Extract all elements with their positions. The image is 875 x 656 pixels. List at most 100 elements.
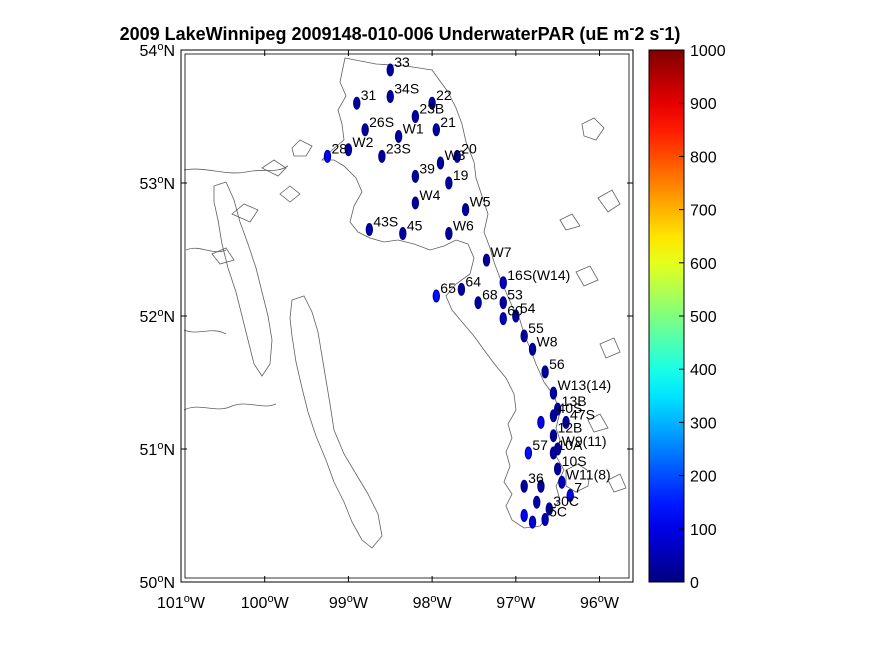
station-marker-9 — [344, 143, 353, 157]
station-label-37: W9(11) — [562, 433, 607, 449]
station-label-10: 23S — [386, 140, 411, 156]
station-label-21: 16S(W14) — [507, 267, 570, 283]
station-marker-46 — [533, 495, 541, 509]
station-label-38: 57 — [532, 437, 548, 453]
station-label-15: W4 — [419, 187, 440, 203]
lake-manitoba-outline — [289, 295, 383, 549]
west-rivers — [183, 165, 289, 411]
colorbar-tick-label-5: 500 — [690, 309, 717, 326]
station-marker-5 — [361, 123, 369, 137]
station-label-12: 20 — [461, 140, 477, 156]
station-label-33: 40S — [557, 400, 582, 416]
station-label-42: 36 — [528, 470, 544, 486]
station-label-36: 12B — [557, 420, 582, 436]
colorbar: 0 100 200 300 400 500 600 700 800 900 1000 — [648, 43, 726, 592]
station-marker-24 — [474, 296, 482, 310]
station-marker-1 — [353, 96, 361, 110]
station-label-41: W11(8) — [566, 466, 611, 482]
station-label-7: 21 — [440, 114, 456, 130]
station-label-1: 31 — [361, 87, 377, 103]
station-marker-13 — [411, 169, 420, 183]
station-label-9: W2 — [352, 134, 373, 150]
station-marker-36 — [549, 429, 558, 443]
station-label-44: 7 — [574, 480, 582, 496]
station-marker-3 — [428, 96, 436, 110]
station-marker-47 — [520, 509, 528, 522]
colorbar-tick-label-10: 1000 — [690, 43, 726, 60]
x-tick-label-2: 99oW — [329, 593, 369, 612]
station-label-30: 56 — [549, 356, 565, 372]
colorbar-tick-label-1: 100 — [690, 522, 717, 539]
colorbar-tick-label-2: 200 — [690, 469, 717, 486]
y-tick-label-2: 52oN — [140, 307, 175, 326]
station-label-14: 19 — [453, 167, 469, 183]
station-marker-43 — [537, 479, 545, 493]
station-marker-16 — [461, 203, 470, 217]
station-label-13: 39 — [419, 160, 435, 176]
colorbar-tick-label-3: 300 — [690, 415, 717, 432]
station-marker-28 — [520, 329, 528, 343]
station-marker-27 — [512, 309, 520, 323]
station-marker-17 — [365, 223, 374, 237]
station-marker-49 — [528, 515, 537, 529]
colorbar-tick-label-9: 900 — [690, 96, 717, 113]
station-label-27: 54 — [520, 300, 536, 316]
station-marker-22 — [432, 289, 440, 303]
station-marker-35 — [537, 415, 545, 429]
station-marker-0 — [386, 63, 394, 77]
lake-winnipegosis-outline — [213, 181, 273, 377]
station-marker-44 — [566, 489, 574, 503]
station-label-2: 34S — [394, 81, 419, 97]
station-label-28: 55 — [528, 320, 544, 336]
colorbar-tick-label-4: 400 — [690, 362, 717, 379]
x-tick-label-1: 100oW — [241, 593, 290, 612]
station-marker-25 — [499, 296, 507, 310]
chart-title: 2009 LakeWinnipeg 2009148-010-006 Underw… — [119, 20, 681, 44]
station-label-23: 64 — [465, 273, 481, 289]
y-tick-label-1: 51oN — [140, 440, 175, 459]
station-marker-20 — [482, 253, 491, 267]
coastline-map — [183, 57, 627, 549]
station-marker-18 — [399, 227, 407, 241]
station-label-16: W5 — [470, 194, 491, 210]
station-marker-7 — [432, 123, 440, 137]
station-marker-26 — [499, 312, 507, 326]
y-tick-label-3: 53oN — [140, 174, 175, 193]
station-marker-8 — [323, 149, 332, 163]
station-marker-12 — [453, 149, 461, 163]
station-marker-21 — [499, 276, 507, 290]
axis-ticks — [180, 49, 633, 583]
x-tick-label-3: 98oW — [413, 593, 453, 612]
x-tick-label-0: 101oW — [157, 593, 206, 612]
station-label-8: 28 — [331, 140, 347, 156]
axis-tick-labels: 101oW 100oW 99oW 98oW 97oW 96oW 50oN 51oN 52oN 53… — [140, 41, 620, 612]
station-label-0: 33 — [394, 54, 410, 70]
colorbar-tick-label-0: 0 — [690, 575, 699, 592]
station-label-5: 26S — [369, 114, 394, 130]
station-label-32: 13B — [562, 393, 587, 409]
station-label-45: 30C — [553, 493, 579, 509]
west-shore-islands — [211, 139, 313, 265]
station-label-6: W1 — [403, 120, 424, 136]
station-label-22: 65 — [440, 280, 456, 296]
station-label-24: 68 — [482, 287, 498, 303]
station-label-31: W13(14) — [557, 377, 611, 393]
station-marker-40 — [553, 462, 562, 476]
station-marker-11 — [436, 156, 445, 170]
station-marker-38 — [524, 446, 533, 460]
station-marker-42 — [520, 479, 528, 493]
station-label-20: W7 — [491, 244, 512, 260]
station-marker-6 — [394, 129, 403, 143]
station-label-48: 5C — [549, 503, 567, 519]
station-marker-14 — [445, 176, 453, 190]
station-marker-2 — [386, 90, 394, 104]
station-label-17: 43S — [373, 214, 398, 230]
station-label-4: 23B — [419, 101, 444, 117]
station-marker-39 — [549, 446, 558, 460]
lake-winnipeg-outline — [321, 57, 565, 529]
station-label-25: 53 — [507, 287, 523, 303]
station-label-19: W6 — [453, 218, 474, 234]
y-tick-label-4: 54oN — [140, 41, 175, 60]
